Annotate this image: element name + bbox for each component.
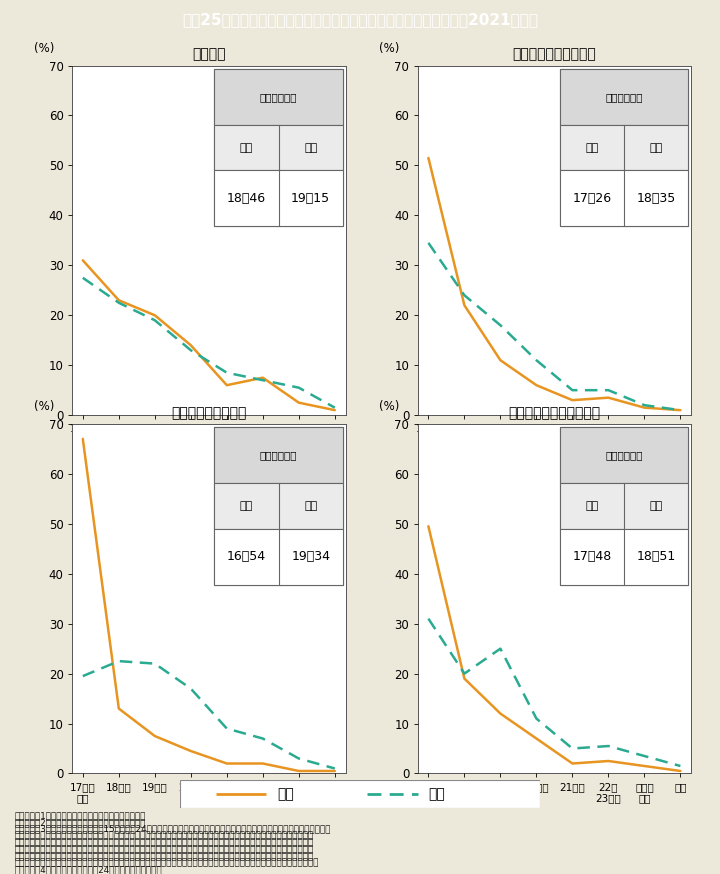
Bar — [560, 427, 688, 585]
Text: 事とみなし、それ以前に現れる仕事の後の通勤・通学の終了時刻とし、他の仕事の後にも通勤・通学がない場合は: 事とみなし、それ以前に現れる仕事の後の通勤・通学の終了時刻とし、他の仕事の後にも… — [14, 838, 314, 847]
Text: 4．「深夜・早朝」は、24時（翌日０時）以降。: 4．「深夜・早朝」は、24時（翌日０時）以降。 — [14, 865, 162, 874]
Text: の仕事の前後に通勤・通学がなく、それ以前に現れる仕事の後に通勤・通学がある場合は最後の仕事を持ち帰り仕: の仕事の前後に通勤・通学がなく、それ以前に現れる仕事の後に通勤・通学がある場合は… — [14, 831, 314, 841]
Text: 3．「帰宅時刻」は、０時15分以降、24時（翌日０時）前に始まる最後の仕事の後にある通勤・通学の終了時刻。最後: 3．「帰宅時刻」は、０時15分以降、24時（翌日０時）前に始まる最後の仕事の後に… — [14, 825, 331, 834]
Text: 平均帰宅時刻: 平均帰宅時刻 — [606, 450, 643, 461]
Bar — [560, 483, 688, 529]
Text: 17：48: 17：48 — [572, 551, 612, 563]
Text: 17：26: 17：26 — [572, 192, 611, 205]
Bar — [560, 427, 688, 483]
Text: 男性: 男性 — [304, 501, 318, 511]
Text: 女性: 女性 — [585, 501, 598, 511]
Text: 女性: 女性 — [240, 142, 253, 153]
Text: 女性: 女性 — [277, 787, 294, 801]
Text: 19：15: 19：15 — [291, 192, 330, 205]
Text: らの帰宅時刻は「不詳」としている。また、この日の行動の種類で「出張・研修など」に記入があったものは除く。: らの帰宅時刻は「不詳」としている。また、この日の行動の種類で「出張・研修など」に… — [14, 859, 319, 868]
Text: 18：35: 18：35 — [636, 192, 676, 205]
Text: 男性: 男性 — [304, 142, 318, 153]
Text: (%): (%) — [379, 42, 400, 55]
Bar — [215, 69, 343, 226]
Text: 18：46: 18：46 — [227, 192, 266, 205]
Text: 平均帰宅時刻: 平均帰宅時刻 — [260, 92, 297, 102]
Text: 最後の仕事の終了時刻としている。なお、最後の仕事の後に通勤・通学はないが、仕事の前に通勤・通学があり、: 最後の仕事の終了時刻としている。なお、最後の仕事の後に通勤・通学はないが、仕事の… — [14, 845, 314, 854]
Bar — [560, 529, 688, 585]
Text: 女性: 女性 — [240, 501, 253, 511]
Bar — [215, 529, 343, 585]
Text: 平均帰宅時刻: 平均帰宅時刻 — [260, 450, 297, 461]
Text: 男性: 男性 — [428, 787, 445, 801]
Text: 平均帰宅時刻: 平均帰宅時刻 — [606, 92, 643, 102]
Text: 2．平均帰宅時刻は「不詳」は除いて算出。: 2．平均帰宅時刻は「不詳」は除いて算出。 — [14, 818, 146, 827]
Bar — [215, 170, 343, 226]
Text: (%): (%) — [34, 42, 54, 55]
Text: かつそれ以前の仕事の後にも通勤・通学がある場合は、変則勤務又は複数の仕事に従事しているとみなし、仕事か: かつそれ以前の仕事の後にも通勤・通学がある場合は、変則勤務又は複数の仕事に従事し… — [14, 852, 314, 861]
Text: (%): (%) — [379, 400, 400, 413]
Text: 19：34: 19：34 — [291, 551, 330, 563]
Text: 18：51: 18：51 — [636, 551, 676, 563]
Text: 女性: 女性 — [585, 142, 598, 153]
Bar — [560, 170, 688, 226]
Text: 男性: 男性 — [649, 501, 663, 511]
Title: ＜独身＞: ＜独身＞ — [192, 47, 225, 61]
Bar — [560, 69, 688, 125]
Title: ＜子育て期の夫婦＞: ＜子育て期の夫婦＞ — [171, 406, 246, 420]
Bar — [215, 125, 343, 170]
Bar — [560, 125, 688, 170]
Title: ＜子育て期のひとり親＞: ＜子育て期のひとり親＞ — [508, 406, 600, 420]
Bar — [215, 427, 343, 585]
Bar — [560, 69, 688, 226]
Text: 男性: 男性 — [649, 142, 663, 153]
Text: (%): (%) — [34, 400, 54, 413]
Bar — [215, 427, 343, 483]
Text: 特－25図　ライフステージ別仕事からの帰宅時刻（平日、令和３（2021）年）: 特－25図 ライフステージ別仕事からの帰宅時刻（平日、令和３（2021）年） — [182, 11, 538, 27]
Text: 16：54: 16：54 — [227, 551, 266, 563]
Bar — [215, 483, 343, 529]
Text: （備考）　1．総務省「社会生活基本調査」より作成。: （備考） 1．総務省「社会生活基本調査」より作成。 — [14, 811, 146, 820]
Title: ＜子供のいない夫婦＞: ＜子供のいない夫婦＞ — [513, 47, 596, 61]
Bar — [215, 69, 343, 125]
